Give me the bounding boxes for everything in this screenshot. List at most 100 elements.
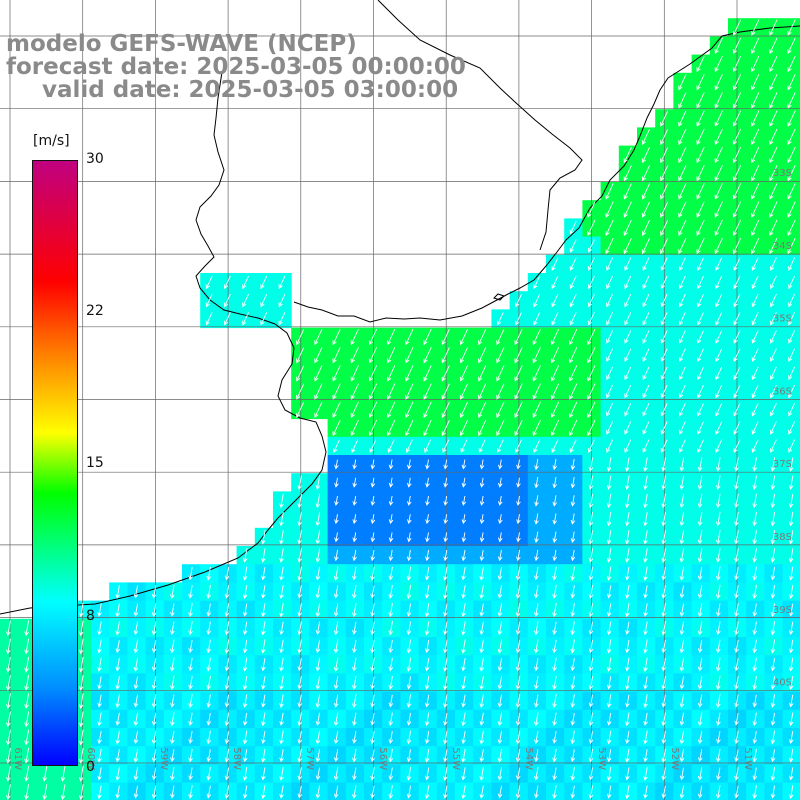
- wind-arrow: [78, 784, 84, 800]
- wind-arrow: [697, 330, 704, 344]
- wind-arrow: [443, 514, 448, 525]
- wind-arrow: [479, 514, 485, 525]
- wind-arrow: [170, 603, 175, 617]
- wind-arrow: [751, 110, 760, 127]
- wind-arrow: [352, 566, 357, 581]
- wind-arrow: [514, 419, 523, 437]
- wind-arrow: [279, 675, 284, 690]
- wind-arrow: [769, 366, 777, 381]
- wind-arrow: [424, 731, 430, 745]
- wind-arrow: [587, 275, 595, 290]
- wind-arrow: [534, 676, 539, 690]
- latitude-label: 34S: [773, 241, 792, 252]
- wind-arrow: [497, 585, 503, 599]
- wind-arrow: [60, 784, 66, 800]
- wind-arrow: [78, 766, 84, 782]
- wind-arrow: [606, 566, 612, 581]
- wind-arrow: [606, 275, 613, 290]
- wind-arrow: [516, 532, 521, 543]
- wind-arrow: [261, 712, 266, 727]
- wind-arrow: [352, 675, 357, 690]
- wind-arrow: [716, 566, 721, 581]
- wind-arrow: [625, 767, 630, 781]
- wind-arrow: [751, 128, 760, 145]
- wind-arrow: [787, 74, 796, 91]
- wind-arrow: [496, 401, 505, 418]
- wind-arrow: [370, 694, 375, 708]
- wind-arrow: [333, 676, 339, 690]
- wind-arrow: [370, 495, 376, 506]
- wind-arrow: [751, 55, 760, 73]
- wind-arrow: [151, 749, 157, 763]
- wind-arrow: [170, 657, 175, 672]
- wind-arrow: [6, 784, 11, 800]
- wind-arrow: [770, 767, 776, 781]
- wind-arrow: [370, 532, 376, 543]
- wind-arrow: [751, 257, 759, 271]
- wind-arrow: [297, 639, 302, 654]
- wind-arrow: [496, 347, 505, 364]
- wind-arrow: [479, 621, 485, 636]
- wind-arrow: [552, 748, 557, 763]
- wind-arrow: [97, 657, 102, 672]
- wind-arrow: [570, 749, 576, 763]
- wind-arrow: [170, 712, 175, 727]
- wind-arrow: [751, 439, 759, 453]
- wind-arrow: [497, 712, 503, 727]
- wind-arrow: [314, 401, 323, 418]
- wind-arrow: [678, 275, 686, 290]
- wind-arrow: [133, 657, 139, 672]
- wind-arrow: [224, 585, 230, 599]
- wind-arrow: [261, 785, 266, 800]
- wind-arrow: [678, 403, 686, 417]
- wind-arrow: [514, 347, 523, 364]
- wind-arrow: [661, 457, 666, 472]
- wind-arrow: [751, 348, 759, 362]
- wind-arrow: [550, 347, 560, 364]
- wind-arrow: [569, 365, 578, 382]
- wind-arrow: [333, 566, 339, 581]
- wind-arrow: [115, 585, 121, 599]
- wind-arrow: [788, 421, 795, 435]
- wind-arrow: [552, 657, 557, 672]
- wind-arrow: [133, 639, 139, 654]
- wind-arrow: [752, 657, 758, 672]
- wind-arrow: [661, 530, 666, 545]
- wind-arrow: [370, 566, 375, 581]
- wind-arrow: [352, 657, 357, 672]
- wind-arrow: [714, 237, 723, 255]
- wind-arrow: [625, 548, 630, 563]
- wind-arrow: [133, 621, 139, 636]
- wind-arrow: [696, 146, 705, 164]
- wind-arrow: [660, 330, 668, 344]
- wind-arrow: [406, 712, 412, 726]
- wind-arrow: [661, 621, 666, 636]
- wind-arrow: [224, 603, 230, 618]
- wind-arrow: [242, 312, 249, 326]
- wind-arrow: [716, 748, 721, 763]
- longitude-label: 61W: [12, 747, 23, 770]
- wind-arrow: [224, 639, 230, 654]
- wind-arrow: [352, 549, 357, 562]
- wind-arrow: [788, 457, 794, 472]
- wind-arrow: [6, 729, 11, 746]
- wind-arrow: [624, 421, 632, 435]
- wind-arrow: [714, 74, 723, 91]
- wind-arrow: [332, 365, 341, 382]
- wind-arrow: [587, 347, 596, 364]
- wind-arrow: [697, 603, 703, 618]
- wind-arrow: [552, 785, 557, 799]
- wind-arrow: [425, 495, 430, 506]
- wind-arrow: [297, 694, 303, 708]
- longitude-label: 60W: [85, 747, 96, 770]
- wind-arrow: [425, 514, 430, 525]
- wind-arrow: [734, 567, 739, 581]
- wind-arrow: [788, 275, 795, 290]
- wind-arrow: [424, 566, 430, 581]
- wind-arrow: [78, 711, 84, 728]
- wind-arrow: [788, 548, 794, 563]
- wind-arrow: [6, 620, 11, 637]
- wind-arrow: [606, 657, 612, 672]
- wind-arrow: [787, 37, 796, 54]
- wind-arrow: [606, 712, 612, 726]
